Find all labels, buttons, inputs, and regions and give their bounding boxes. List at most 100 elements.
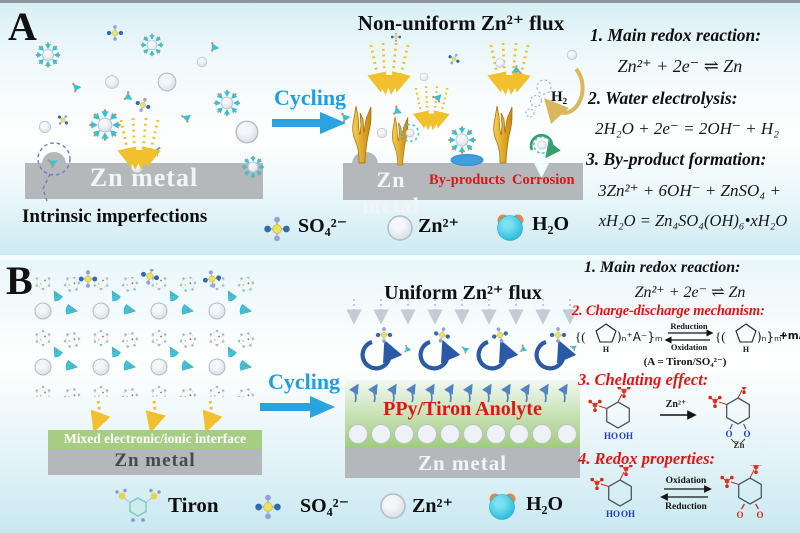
panel-b-label: B — [6, 258, 33, 303]
zinc-ion-icon — [380, 493, 406, 519]
hydrated-zn-cluster-icon — [213, 89, 241, 117]
pyrrole-nh-label: H — [743, 345, 750, 354]
panel-b-scene-title: Uniform Zn²⁺ flux — [384, 282, 542, 304]
electrolyte-scene-a-right — [341, 33, 585, 178]
sulfate-legend-icon — [254, 494, 282, 520]
anion-cycle-arrow-icon — [479, 342, 506, 368]
water-molecule-icon — [180, 111, 194, 124]
zn-flux-arrows-icon — [371, 43, 408, 85]
reaction1-eq-b: Zn²⁺ + 2e⁻ ⇌ Zn — [634, 284, 746, 301]
zinc-ion-icon — [39, 121, 51, 133]
anolyte-label: PPy/Tiron Anolyte — [383, 398, 542, 420]
water-legend-label: H₂O — [532, 213, 570, 235]
mech-anion-note: (A = Tiron/SO₄²⁻) — [643, 356, 727, 368]
pyrrole-ring-icon — [735, 323, 757, 343]
sulfate-icon — [375, 326, 393, 344]
zn-flux-arrows-icon — [121, 118, 158, 160]
oxygen-atom-icon — [497, 215, 523, 241]
zinc-legend-icon — [380, 493, 406, 519]
chelate-zn-ion-label: Zn²⁺ — [666, 399, 687, 410]
reaction3-eq2-a: xH₂O = Zn₄SO₄(OH)₆•xH₂O — [598, 211, 788, 230]
pyrrole-ring-icon — [595, 323, 617, 343]
gas-bubble-icon — [525, 108, 535, 118]
reaction1-title-b: 1. Main redox reaction: — [584, 259, 741, 276]
water-molecule-icon — [341, 112, 351, 123]
cycling-label-a: Cycling — [273, 85, 347, 110]
mech-right-bracket: {( — [715, 329, 726, 344]
sulfate-icon — [106, 25, 124, 42]
sulfur-atom-icon — [118, 492, 126, 500]
corrosion-pit — [534, 163, 549, 178]
zinc-legend-label: Zn²⁺ — [412, 495, 454, 517]
plated-zn-spheres — [348, 424, 577, 444]
ion-transport-arrows — [349, 383, 568, 403]
sulfate-icon — [445, 50, 463, 68]
water-molecule-icon — [47, 156, 60, 169]
sulfate-icon — [263, 216, 291, 242]
byproduct-disc-icon — [450, 154, 484, 166]
water-legend-icon — [489, 493, 516, 520]
reaction3-eq1-a: 3Zn²⁺ + 6OH⁻ + ZnSO₄ + — [598, 181, 781, 200]
sulfate-icon — [54, 111, 72, 129]
h2-evolution-arrow-icon — [544, 67, 585, 124]
chelating-effect-diagram: HO OH Zn²⁺ O O Zn — [587, 387, 752, 449]
zinc-ion-icon — [495, 58, 505, 68]
corrosion-label: Corrosion — [512, 172, 575, 188]
charge-discharge-mechanism-diagram: {( H )ₙ⁺A⁻}ₘ Reduction Oxidation {( H )ₙ… — [575, 321, 800, 354]
panel-a-label: A — [8, 4, 37, 49]
reaction1-title-a: 1. Main redox reaction: — [590, 25, 762, 45]
reaction2-title-a: 2. Water electrolysis: — [588, 88, 738, 108]
oh-label: OH — [621, 509, 635, 519]
sulfate-icon — [489, 324, 511, 346]
water-molecule-icon — [518, 344, 529, 355]
sulfate-icon — [549, 326, 567, 344]
tiron-molecule-icon: HO OH — [587, 387, 633, 441]
hydrated-zn-cluster-icon — [447, 125, 477, 155]
sulfate-icon — [390, 33, 402, 43]
polymer-matrix-pattern — [30, 277, 262, 397]
mixed-interface-label: Mixed electronic/ionic interface — [64, 431, 246, 446]
zn-flux-arrows-icon — [416, 86, 447, 122]
zinc-ion-icon — [157, 72, 177, 92]
gas-bubble-icon — [536, 79, 552, 95]
hydrated-zn-cluster-icon — [140, 33, 164, 57]
reaction3-title-a: 3. By-product formation: — [586, 149, 767, 169]
water-molecule-icon — [402, 344, 413, 355]
zinc-ion-icon — [419, 72, 429, 82]
ion-flux-arrow-icon — [202, 400, 223, 433]
zn-metal-label-a-left: Zn metal — [89, 163, 199, 192]
sulfur-atom-icon — [150, 492, 158, 500]
panel-a-scene-title: Non-uniform Zn²⁺ flux — [357, 11, 565, 35]
sulfate-legend-icon — [263, 216, 291, 242]
zinc-ion-icon — [235, 120, 259, 144]
panel-divider — [0, 255, 800, 260]
tiron-molecule-icon: HO OH — [590, 465, 635, 519]
imperfection-callout-line — [42, 173, 51, 202]
mech-plus-ma: +mA⁻ — [779, 330, 800, 342]
uniform-flux-arrows — [346, 299, 578, 325]
hydrated-zn-cluster-icon — [241, 155, 265, 179]
dendrite-icon — [493, 105, 513, 164]
oxidized-tiron-quinone-icon: O O — [719, 465, 764, 520]
zn-metal-bar-a-left — [25, 163, 263, 199]
zn-metal-label-a-right: Zn metal — [362, 167, 420, 218]
redox-reduction-label: Reduction — [665, 502, 707, 512]
anion-cycle-arrow-icon — [537, 342, 564, 368]
ion-flux-arrow-icon — [145, 400, 166, 433]
zinc-ion-icon — [196, 56, 208, 68]
zn-tiron-chelate-icon: O O Zn — [707, 387, 752, 449]
zn-metal-bar-b-right — [345, 448, 580, 478]
electrolyte-scene-a-left — [35, 25, 265, 202]
hydrated-zn-cluster-icon — [35, 42, 62, 68]
water-molecule-icon — [461, 344, 471, 355]
gas-bubble-icon — [529, 94, 543, 108]
chelate-o-left: O — [725, 429, 732, 439]
pyrrole-nh-label: H — [603, 345, 610, 354]
zn-metal-label-b-left: Zn metal — [114, 450, 196, 471]
imperfection-highlight-circle — [37, 142, 71, 176]
reaction1-eq-a: Zn²⁺ + 2e⁻ ⇌ Zn — [617, 56, 743, 76]
cycling-arrow-a — [272, 112, 346, 134]
water-molecule-icon — [121, 90, 136, 104]
mech-reduction-label: Reduction — [670, 321, 708, 331]
